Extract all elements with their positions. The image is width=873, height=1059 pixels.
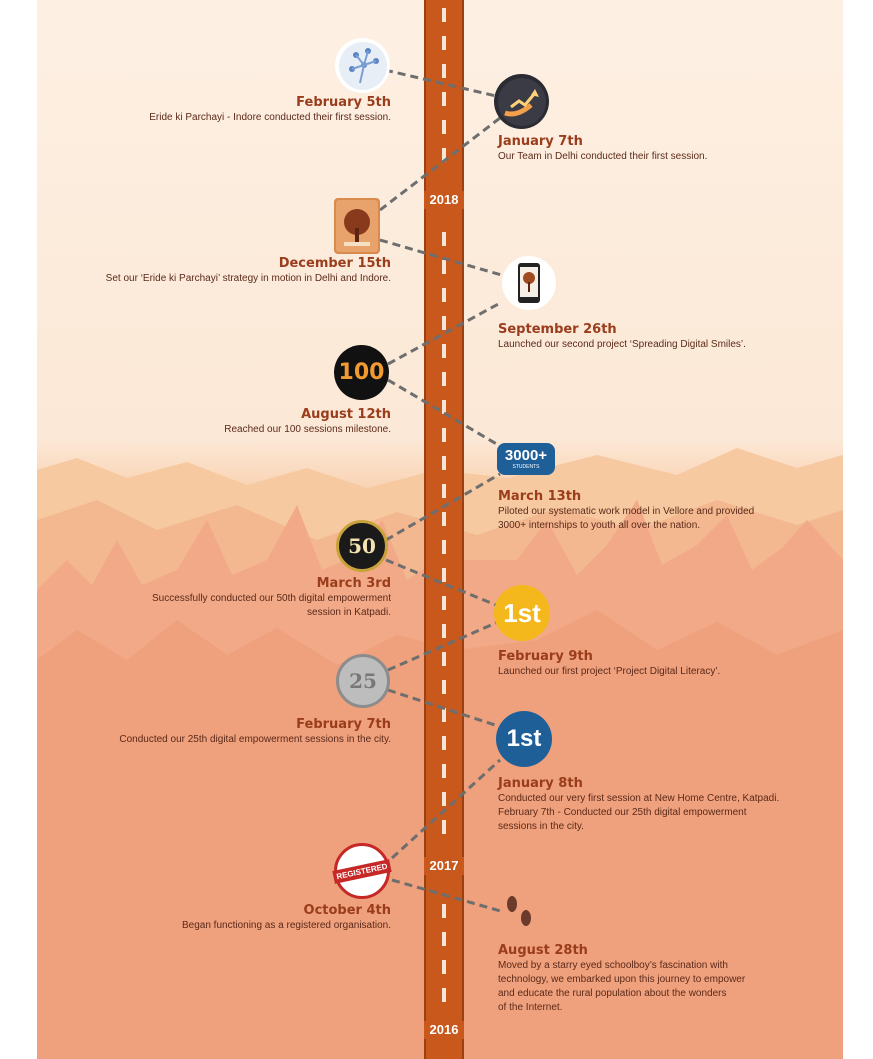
road-dash — [442, 708, 446, 722]
event-desc-line1: Conducted our very first session at New … — [498, 793, 780, 804]
road-dash — [442, 92, 446, 106]
tree-book-icon — [334, 198, 380, 254]
road-dash — [442, 680, 446, 694]
students-badge-icon: 3000+ STUDENTS — [497, 443, 555, 475]
event-mar3: March 3rd Successfully conducted our 50t… — [91, 575, 391, 620]
event-desc: Launched our second project ‘Spreading D… — [498, 339, 746, 350]
road-dash — [442, 652, 446, 666]
road-dash — [442, 736, 446, 750]
hundred-badge-icon: 100 — [334, 345, 389, 400]
road-dash — [442, 904, 446, 918]
event-date: October 4th — [303, 903, 391, 918]
event-desc-line2: technology, we embarked upon this journe… — [498, 974, 746, 985]
road-dash — [442, 568, 446, 582]
event-date: August 12th — [301, 407, 391, 422]
road-dash — [442, 428, 446, 442]
event-mar13: March 13th Piloted our systematic work m… — [498, 488, 838, 533]
road-dash — [442, 764, 446, 778]
event-desc-line3: sessions in the city. — [498, 821, 584, 832]
event-date: December 15th — [278, 256, 391, 271]
event-aug12: August 12th Reached our 100 sessions mil… — [91, 406, 391, 437]
event-sep26: September 26th Launched our second proje… — [498, 321, 838, 352]
road-dash — [442, 400, 446, 414]
first-yellow-badge-icon: 1st — [494, 585, 550, 641]
road-dash — [442, 64, 446, 78]
road-dash — [442, 36, 446, 50]
event-date: March 3rd — [316, 576, 391, 591]
road-dash — [442, 932, 446, 946]
event-date: August 28th — [498, 943, 588, 958]
event-date: January 8th — [498, 776, 583, 791]
event-feb9: February 9th Launched our first project … — [498, 648, 838, 679]
event-date: January 7th — [498, 134, 583, 149]
event-jan8: January 8th Conducted our very first ses… — [498, 775, 838, 834]
footprints-icon — [502, 894, 536, 930]
road-dash — [442, 540, 446, 554]
road-dash — [442, 792, 446, 806]
event-dec15: December 15th Set our ‘Eride ki Parchayi… — [51, 255, 391, 286]
growth-hands-icon — [494, 74, 549, 129]
road-dash — [442, 960, 446, 974]
event-jan7: January 7th Our Team in Delhi conducted … — [498, 133, 838, 164]
year-label-2018: 2018 — [424, 191, 464, 209]
event-date: February 9th — [498, 649, 593, 664]
event-oct4: October 4th Began functioning as a regis… — [91, 902, 391, 933]
event-desc: Began functioning as a registered organi… — [181, 920, 391, 931]
fifty-badge-icon: 50 — [336, 520, 388, 572]
people-network-icon — [335, 38, 390, 93]
tablet-tree-icon — [502, 256, 556, 310]
road-dash — [442, 624, 446, 638]
road-dash — [442, 596, 446, 610]
timeline-road — [424, 0, 464, 1059]
road-dash — [442, 820, 446, 834]
first-blue-badge-icon: 1st — [496, 711, 552, 767]
year-label-2016: 2016 — [424, 1021, 464, 1039]
event-desc: Reached our 100 sessions milestone. — [224, 424, 391, 435]
event-desc: Conducted our 25th digital empowerment s… — [119, 734, 391, 745]
event-desc-line1: Moved by a starry eyed schoolboy’s fasci… — [498, 960, 728, 971]
road-dash — [442, 372, 446, 386]
event-date: September 26th — [498, 322, 617, 337]
event-desc-line2: February 7th - Conducted our 25th digita… — [498, 807, 747, 818]
year-label-2017: 2017 — [424, 857, 464, 875]
road-dash — [442, 148, 446, 162]
event-date: February 5th — [296, 95, 391, 110]
event-desc: Launched our first project ‘Project Digi… — [498, 666, 721, 677]
registered-stamp-icon: REGISTERED — [332, 843, 392, 899]
road-dash — [442, 120, 446, 134]
event-feb5: February 5th Eride ki Parchayi - Indore … — [71, 94, 391, 125]
event-desc-line2: session in Katpadi. — [307, 607, 391, 618]
road-dash — [442, 260, 446, 274]
road-dash — [442, 456, 446, 470]
road-dash — [442, 316, 446, 330]
event-feb7: February 7th Conducted our 25th digital … — [51, 716, 391, 747]
road-dash — [442, 484, 446, 498]
road-dash — [442, 8, 446, 22]
twentyfive-coin-icon: 25 — [336, 654, 390, 708]
event-date: February 7th — [296, 717, 391, 732]
road-dash — [442, 232, 446, 246]
event-desc-line4: of the Internet. — [498, 1002, 563, 1013]
event-desc: Set our ‘Eride ki Parchayi’ strategy in … — [105, 273, 391, 284]
event-desc: Our Team in Delhi conducted their first … — [498, 151, 708, 162]
road-dash — [442, 512, 446, 526]
event-aug28: August 28th Moved by a starry eyed schoo… — [498, 942, 838, 1015]
event-desc: Eride ki Parchayi - Indore conducted the… — [149, 112, 391, 123]
event-desc-line3: and educate the rural population about t… — [498, 988, 727, 999]
road-dash — [442, 988, 446, 1002]
road-dash — [442, 344, 446, 358]
event-desc-line1: Successfully conducted our 50th digital … — [151, 593, 391, 604]
event-desc-line1: Piloted our systematic work model in Vel… — [498, 506, 755, 517]
event-date: March 13th — [498, 489, 582, 504]
road-dash — [442, 288, 446, 302]
event-desc-line2: 3000+ internships to youth all over the … — [498, 520, 701, 531]
